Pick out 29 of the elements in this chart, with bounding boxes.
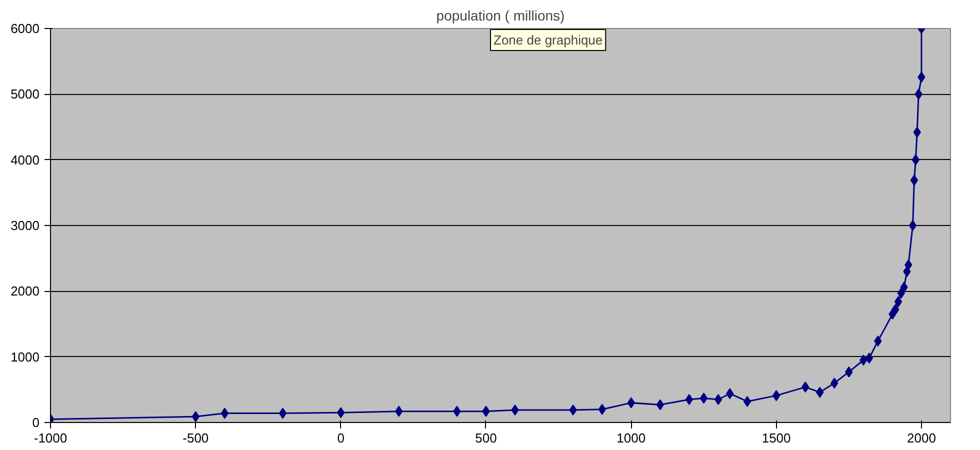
point bbox=[910, 174, 918, 186]
point bbox=[685, 394, 694, 406]
x-tick-label: 1000 bbox=[616, 430, 646, 446]
annotation: Zone de graphique bbox=[494, 32, 603, 48]
y-tick-label: 6000 bbox=[10, 21, 40, 36]
y-tick-label: 1000 bbox=[10, 349, 40, 364]
chart-title: population ( millions) bbox=[436, 8, 565, 24]
x-tick-label: -500 bbox=[182, 430, 209, 446]
x-tick-label: 0 bbox=[337, 430, 344, 446]
y-tick-label: 4000 bbox=[10, 152, 40, 168]
point bbox=[700, 392, 708, 404]
point bbox=[772, 390, 780, 402]
y-tick-label: 2000 bbox=[10, 284, 40, 299]
x-tick-label: 1500 bbox=[762, 430, 791, 446]
point bbox=[865, 352, 874, 364]
point bbox=[743, 396, 752, 407]
point bbox=[278, 408, 287, 419]
point bbox=[336, 407, 345, 418]
point bbox=[220, 408, 229, 419]
y-tick-label: 3000 bbox=[10, 218, 40, 233]
point bbox=[908, 220, 917, 231]
x-tick-label: 2000 bbox=[907, 430, 936, 446]
point bbox=[714, 394, 722, 406]
point bbox=[656, 399, 664, 410]
y-tick-label: 0 bbox=[32, 415, 40, 430]
point bbox=[894, 296, 902, 308]
x-tick-label: -1000 bbox=[34, 430, 68, 446]
y-tick-label: 5000 bbox=[10, 86, 40, 102]
x-tick-label: 500 bbox=[475, 430, 497, 446]
